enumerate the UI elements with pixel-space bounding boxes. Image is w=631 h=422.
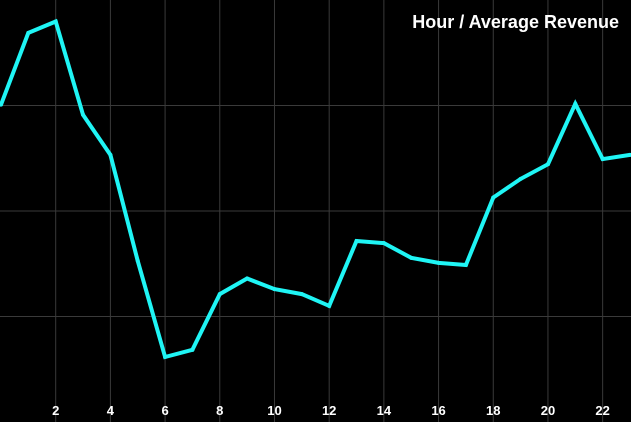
x-tick-label: 14	[377, 403, 392, 418]
series-group	[0, 18, 631, 360]
x-tick-label: 6	[161, 403, 168, 418]
data-point	[327, 303, 332, 308]
data-point	[26, 30, 31, 35]
data-point	[409, 255, 414, 260]
x-tick-label: 22	[595, 403, 609, 418]
data-point	[381, 241, 386, 246]
data-point	[108, 152, 113, 157]
data-point	[545, 162, 550, 167]
chart-title: Hour / Average Revenue	[412, 12, 619, 32]
data-point	[81, 112, 86, 117]
x-tick-label: 4	[107, 403, 115, 418]
data-point	[573, 101, 578, 106]
data-point	[628, 152, 631, 157]
data-point	[217, 292, 222, 297]
data-point	[518, 176, 523, 181]
data-point	[190, 347, 195, 352]
data-point	[53, 19, 58, 24]
x-tick-label: 12	[322, 403, 336, 418]
data-point	[163, 355, 168, 360]
data-point	[245, 276, 250, 281]
data-point	[436, 260, 441, 265]
x-tick-label: 18	[486, 403, 500, 418]
data-point	[491, 195, 496, 200]
x-tick-label: 10	[267, 403, 281, 418]
data-point	[299, 292, 304, 297]
x-tick-label: 20	[541, 403, 555, 418]
data-point	[354, 238, 359, 243]
data-point	[463, 263, 468, 268]
data-point	[600, 157, 605, 162]
data-point	[135, 258, 140, 263]
series-line-0	[0, 18, 631, 360]
x-tick-label: 2	[52, 403, 59, 418]
x-tick-label: 8	[216, 403, 223, 418]
x-tick-label: 16	[431, 403, 445, 418]
data-point	[272, 287, 277, 292]
x-axis-tick-labels: 2 4 6 8 10 12 14 16 18 20 22	[52, 403, 610, 418]
data-point	[0, 102, 3, 107]
